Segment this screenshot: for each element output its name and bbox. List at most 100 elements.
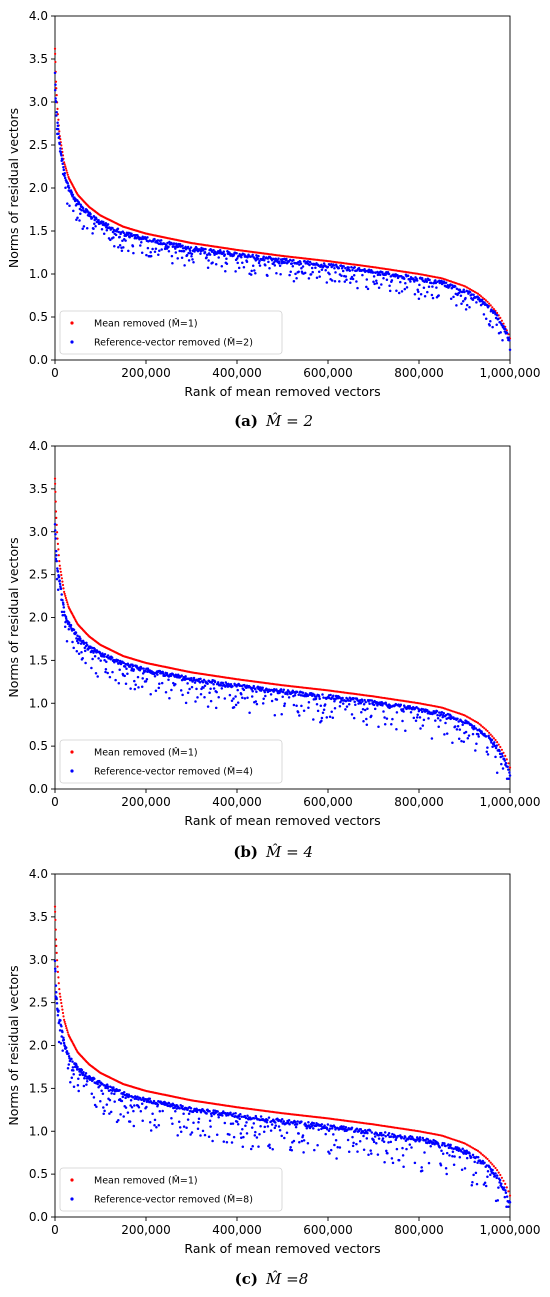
data-point-reference bbox=[461, 1147, 464, 1150]
legend-marker-reference bbox=[70, 340, 74, 344]
data-point-reference bbox=[421, 724, 425, 727]
data-point-reference bbox=[366, 287, 370, 291]
data-point-reference bbox=[63, 174, 66, 177]
y-tick-label: 0.0 bbox=[29, 353, 48, 367]
data-point-reference bbox=[465, 303, 469, 307]
data-point-reference bbox=[117, 245, 120, 249]
data-point-reference bbox=[76, 216, 79, 220]
data-point-reference bbox=[313, 1148, 316, 1152]
data-point-reference bbox=[67, 186, 71, 189]
data-point-reference bbox=[246, 696, 249, 699]
data-point-reference bbox=[93, 647, 96, 651]
data-point-reference bbox=[358, 1140, 362, 1143]
data-point-reference bbox=[205, 1112, 208, 1115]
data-point-reference bbox=[59, 1042, 63, 1045]
data-point-reference bbox=[297, 693, 300, 696]
data-point-mean bbox=[481, 725, 484, 729]
data-point-reference bbox=[170, 254, 174, 258]
data-point-reference bbox=[362, 1148, 366, 1152]
data-point-reference bbox=[85, 643, 89, 647]
data-point-reference bbox=[242, 266, 246, 269]
data-point-reference bbox=[281, 695, 284, 699]
data-point-reference bbox=[78, 635, 81, 638]
data-point-reference bbox=[142, 667, 145, 670]
data-point-reference bbox=[136, 1095, 139, 1099]
data-point-reference bbox=[484, 317, 488, 321]
data-point-reference bbox=[126, 672, 129, 676]
data-point-reference bbox=[371, 271, 375, 274]
data-point-reference bbox=[240, 256, 243, 259]
data-point-reference bbox=[283, 1136, 286, 1140]
data-point-reference bbox=[234, 695, 237, 698]
data-point-reference bbox=[241, 1145, 245, 1148]
data-point-reference bbox=[263, 1125, 267, 1129]
data-point-reference bbox=[186, 1108, 189, 1112]
data-point-reference bbox=[506, 765, 509, 769]
data-point-reference bbox=[331, 716, 335, 720]
data-point-reference bbox=[495, 1174, 499, 1177]
data-point-reference bbox=[338, 1146, 342, 1149]
data-point-reference bbox=[413, 280, 416, 283]
data-point-reference bbox=[495, 771, 499, 774]
data-point-reference bbox=[343, 280, 347, 283]
data-point-reference bbox=[476, 733, 480, 736]
data-point-reference bbox=[122, 231, 125, 235]
data-point-reference bbox=[221, 1114, 224, 1117]
data-point-reference bbox=[461, 299, 465, 303]
data-point-reference bbox=[228, 1133, 231, 1136]
y-tick-label: 0.5 bbox=[29, 739, 48, 753]
data-point-reference bbox=[423, 1151, 426, 1154]
data-point-reference bbox=[255, 254, 258, 257]
data-point-reference bbox=[330, 710, 333, 714]
data-point-reference bbox=[499, 331, 502, 334]
data-point-reference bbox=[417, 290, 420, 293]
data-point-reference bbox=[202, 686, 205, 689]
data-point-reference bbox=[53, 88, 57, 92]
data-point-mean bbox=[473, 290, 476, 293]
data-point-reference bbox=[296, 710, 300, 714]
data-point-reference bbox=[361, 1129, 365, 1133]
data-point-reference bbox=[306, 1141, 310, 1145]
data-point-reference bbox=[308, 260, 312, 264]
data-point-reference bbox=[288, 1122, 291, 1126]
data-point-reference bbox=[75, 639, 79, 643]
data-point-reference bbox=[98, 1084, 102, 1087]
data-point-reference bbox=[482, 313, 486, 316]
data-point-reference bbox=[232, 706, 236, 709]
data-point-reference bbox=[79, 203, 82, 206]
data-point-reference bbox=[234, 703, 238, 707]
data-point-reference bbox=[241, 261, 244, 265]
data-point-reference bbox=[370, 699, 374, 702]
data-point-reference bbox=[98, 1079, 101, 1083]
data-point-reference bbox=[359, 702, 363, 705]
data-point-reference bbox=[406, 274, 410, 278]
data-point-reference bbox=[470, 1155, 473, 1159]
data-point-reference bbox=[133, 679, 136, 683]
data-point-reference bbox=[390, 1135, 393, 1138]
data-point-reference bbox=[81, 657, 84, 660]
data-point-reference bbox=[479, 303, 483, 307]
data-point-reference bbox=[423, 294, 427, 298]
y-tick-label: 0.5 bbox=[29, 1167, 48, 1181]
y-tick-label: 1.0 bbox=[29, 1124, 48, 1138]
data-point-reference bbox=[472, 293, 475, 297]
data-point-reference bbox=[463, 1167, 467, 1170]
data-point-reference bbox=[439, 1163, 443, 1167]
data-point-reference bbox=[498, 1178, 502, 1182]
data-point-reference bbox=[409, 280, 412, 283]
data-point-reference bbox=[353, 700, 356, 704]
data-point-reference bbox=[118, 668, 121, 672]
data-point-mean bbox=[59, 995, 62, 998]
data-point-reference bbox=[268, 267, 271, 270]
data-point-reference bbox=[471, 732, 475, 736]
data-point-reference bbox=[320, 719, 323, 723]
data-point-reference bbox=[61, 158, 64, 162]
data-point-reference bbox=[352, 1141, 355, 1145]
data-point-reference bbox=[333, 1126, 337, 1129]
data-point-reference bbox=[229, 682, 233, 686]
data-point-reference bbox=[56, 567, 59, 570]
data-point-reference bbox=[77, 652, 81, 655]
data-point-mean bbox=[480, 1152, 483, 1155]
data-point-reference bbox=[294, 1120, 297, 1124]
data-point-reference bbox=[282, 690, 285, 694]
